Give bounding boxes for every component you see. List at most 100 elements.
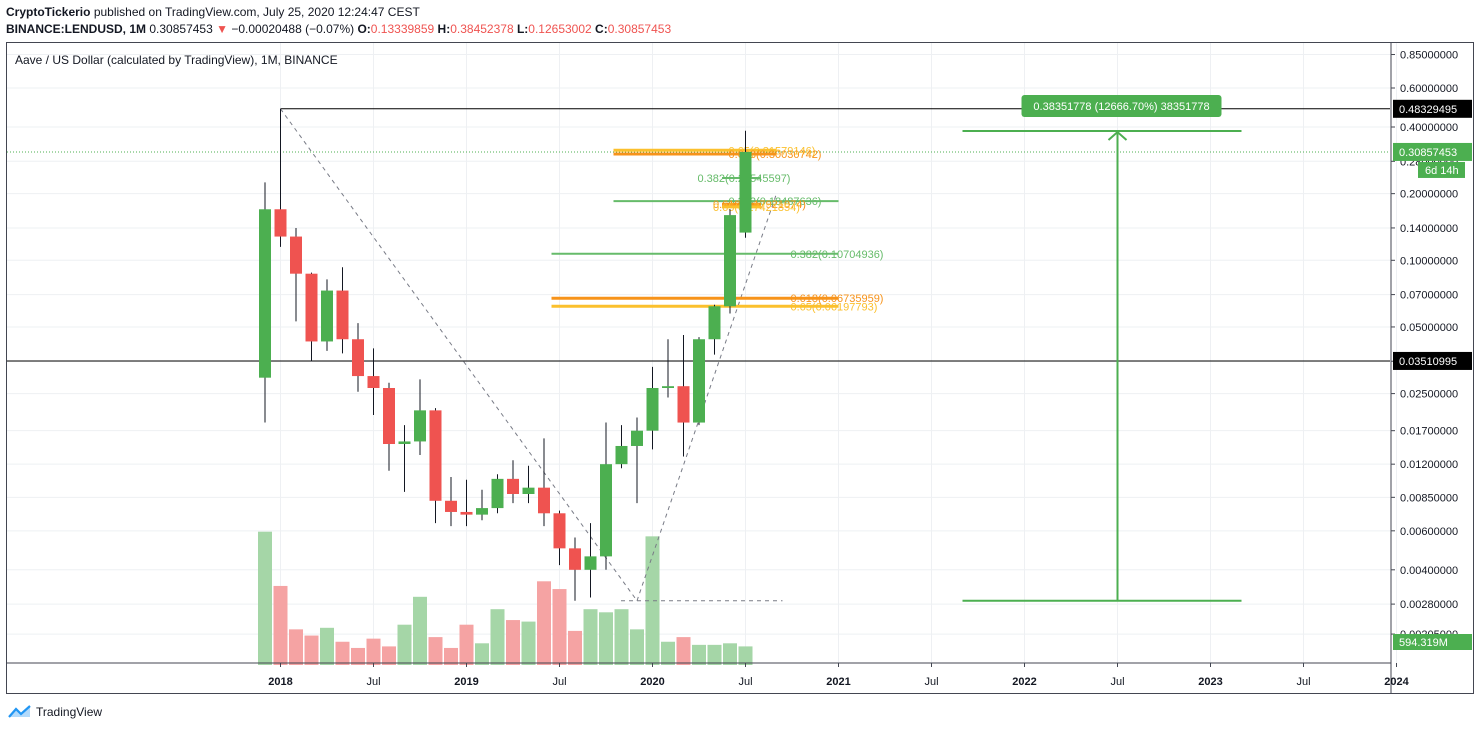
candle-body <box>476 508 488 515</box>
candle-body <box>274 209 287 237</box>
price-tick-label: 0.01700000 <box>1400 426 1458 438</box>
ohlc-header: BINANCE:LENDUSD, 1M 0.30857453 ▼ −0.0002… <box>6 22 671 36</box>
candle-body <box>445 500 457 512</box>
price-tick-label: 0.60000000 <box>1400 83 1458 95</box>
candle-body <box>724 215 736 307</box>
last-price-badge: 0.30857453 <box>1399 147 1457 159</box>
tradingview-brand: TradingView <box>36 705 103 719</box>
price-level-badge-bg <box>1393 351 1472 370</box>
candle-body <box>600 464 612 557</box>
last-value: 0.30857453 <box>149 22 213 36</box>
volume-bar <box>335 641 350 665</box>
volume-bar <box>707 644 722 665</box>
time-tick-label: 2023 <box>1198 676 1222 688</box>
price-tick-label: 0.10000000 <box>1400 255 1458 267</box>
volume-bar <box>320 627 334 665</box>
countdown-badge-bg <box>1418 161 1465 178</box>
time-tick-label: Jul <box>738 676 752 688</box>
volume-bar <box>351 647 365 665</box>
volume-bar <box>366 638 381 665</box>
price-tick-label: 0.07000000 <box>1400 290 1458 302</box>
last-price-badge-bg <box>1393 142 1472 161</box>
candle-body <box>259 209 271 378</box>
time-tick-label: Jul <box>552 676 566 688</box>
time-tick-label: Jul <box>924 676 938 688</box>
measure-label-text: 0.38351778 (12666.70%) 38351778 <box>1033 101 1209 113</box>
fib-level-label: 0.618(0.30030742) <box>729 149 822 161</box>
candle-body <box>336 290 349 340</box>
open-value: 0.13339859 <box>370 22 435 36</box>
volume-bar <box>723 643 737 665</box>
volume-bar <box>459 624 474 665</box>
candle-body <box>429 410 442 501</box>
volume-bar <box>304 635 319 665</box>
candle-body <box>290 236 302 274</box>
measure-arrow-head <box>1107 130 1128 141</box>
volume-bar <box>521 621 536 665</box>
time-tick-label: 2018 <box>268 676 292 688</box>
publisher-name[interactable]: CryptoTickerio <box>6 5 91 19</box>
volume-bar <box>506 620 520 665</box>
candle-body <box>569 548 581 570</box>
time-tick-label: Jul <box>366 676 380 688</box>
price-tick-label: 0.40000000 <box>1400 122 1458 134</box>
volume-bar <box>413 596 427 665</box>
volume-bar <box>273 585 288 665</box>
candle-body <box>677 386 690 423</box>
volume-bar <box>645 536 660 665</box>
candle-body <box>321 290 333 342</box>
symbol-label: BINANCE:LENDUSD, 1M <box>6 22 147 36</box>
price-tick-label: 0.14000000 <box>1400 223 1458 235</box>
candle-body <box>460 511 473 515</box>
volume-bar <box>490 609 505 665</box>
measure-label-box <box>1021 95 1222 117</box>
candle-body <box>584 556 597 570</box>
candle-body <box>739 151 752 233</box>
volume-bar <box>258 531 272 665</box>
time-tick-label: Jul <box>1110 676 1124 688</box>
price-tick-label: 0.00400000 <box>1400 565 1458 577</box>
volume-bar <box>692 644 706 665</box>
candle-body <box>553 513 566 549</box>
price-level-badge-bg <box>1393 99 1472 118</box>
high-value: 0.38452378 <box>450 22 514 36</box>
candle-body <box>522 487 535 494</box>
price-tick-label: 0.20000000 <box>1400 189 1458 201</box>
tradingview-logo-icon <box>8 705 31 718</box>
down-arrow-icon: ▼ <box>216 22 228 36</box>
tradingview-footer[interactable]: TradingView <box>8 705 102 719</box>
volume-bar <box>552 589 567 665</box>
open-label: O: <box>357 22 371 36</box>
volume-bar <box>738 646 753 665</box>
volume-bar <box>676 637 691 665</box>
candle-body <box>615 445 628 465</box>
price-tick-label: 0.85000000 <box>1400 50 1458 62</box>
volume-bar <box>630 629 644 665</box>
volume-badge: 594.319M <box>1399 637 1448 649</box>
time-tick-label: 2019 <box>454 676 478 688</box>
volume-bar <box>661 641 675 665</box>
candle-body <box>538 487 550 514</box>
change-value: −0.00020488 (−0.07%) <box>231 22 355 36</box>
volume-bar <box>428 637 443 665</box>
candle-body <box>414 410 426 442</box>
candle-body <box>305 273 318 342</box>
volume-bar <box>289 629 303 665</box>
volume-bar <box>614 609 629 665</box>
volume-bar <box>568 630 582 665</box>
candle-body <box>383 387 395 445</box>
countdown-badge: 6d 14h <box>1425 165 1459 177</box>
price-tick-label: 0.00850000 <box>1400 492 1458 504</box>
publish-info: CryptoTickerio published on TradingView.… <box>6 5 420 19</box>
price-tick-label: 0.01200000 <box>1400 459 1458 471</box>
candle-body <box>693 339 705 423</box>
close-value: 0.30857453 <box>607 22 672 36</box>
candle-body <box>491 478 504 509</box>
chart-frame[interactable] <box>6 42 1474 694</box>
volume-bar <box>444 647 458 665</box>
price-tick-label: 0.00600000 <box>1400 526 1458 538</box>
fib-level-label: 0.618(0.06735959) <box>791 293 884 305</box>
time-tick-label: 2021 <box>826 676 850 688</box>
time-tick-label: Jul <box>1296 676 1310 688</box>
